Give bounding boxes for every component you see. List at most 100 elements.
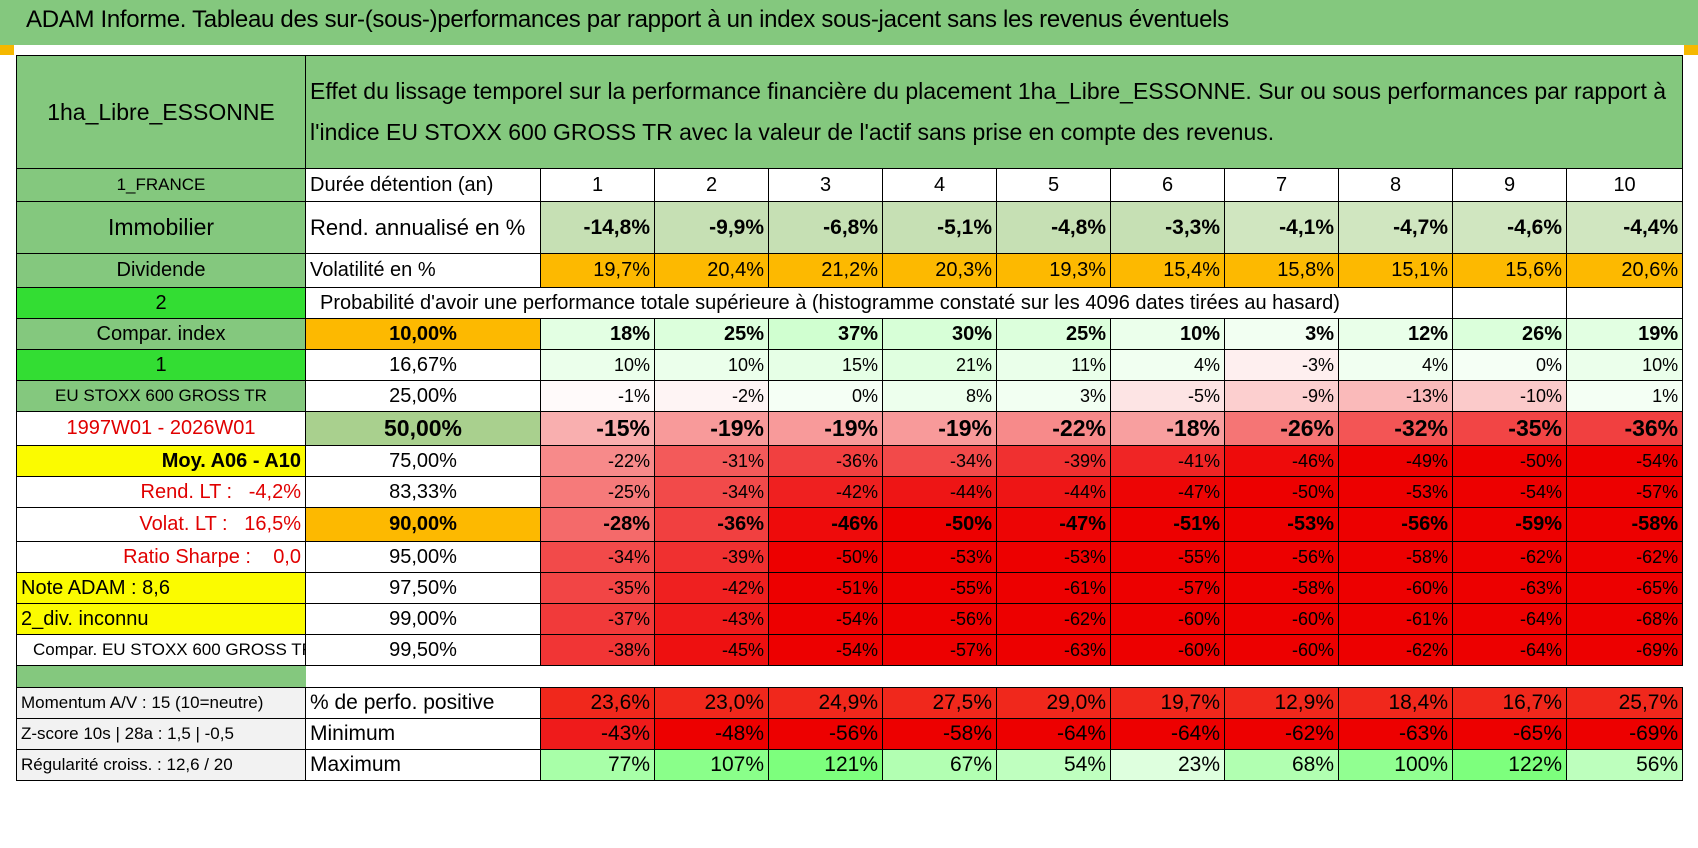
- note-cell: Note ADAM : 8,6: [16, 572, 306, 604]
- vol-value: 15,1%: [1338, 253, 1453, 288]
- rend-value: -4,6%: [1452, 201, 1567, 254]
- quantile-value: -60%: [1224, 634, 1339, 666]
- quantile-value: -34%: [654, 476, 769, 508]
- quantile-value: -60%: [1224, 603, 1339, 635]
- stat-value: 122%: [1452, 749, 1567, 781]
- quantile-level: 50,00%: [305, 411, 541, 446]
- minimum-label: Minimum: [310, 722, 396, 745]
- quantile-value: -35%: [540, 572, 655, 604]
- quantile-value: -54%: [768, 634, 883, 666]
- quantile-value: -22%: [996, 411, 1111, 446]
- quantile-value: -15%: [540, 411, 655, 446]
- quantile-value: -57%: [882, 634, 997, 666]
- quantile-level: 25,00%: [305, 380, 541, 412]
- year-header: 10: [1565, 168, 1684, 202]
- quantile-value: 4%: [1338, 349, 1453, 381]
- rend-value: -14,8%: [540, 201, 655, 254]
- quantile-value: -57%: [1110, 572, 1225, 604]
- quantile-value: 0%: [1452, 349, 1567, 381]
- stat-value: 68%: [1224, 749, 1339, 781]
- type-cell: Dividende: [16, 253, 306, 288]
- quantile-value: -50%: [768, 541, 883, 573]
- quantile-value: -46%: [768, 507, 883, 542]
- quantile-value: -62%: [1452, 541, 1567, 573]
- quantile-value: -58%: [1565, 507, 1684, 542]
- asset-name-cell: 1ha_Libre_ESSONNE: [16, 55, 306, 169]
- quantile-value: -37%: [540, 603, 655, 635]
- stat-value: 54%: [996, 749, 1111, 781]
- quantile-value: -34%: [882, 445, 997, 477]
- country-label: 1_FRANCE: [116, 175, 206, 194]
- quantile-value: -45%: [654, 634, 769, 666]
- quantile-value: -60%: [1338, 572, 1453, 604]
- quantile-value: 25%: [654, 318, 769, 350]
- regularite-cell: Régularité croiss. : 12,6 / 20: [16, 749, 306, 781]
- quantile-value: -63%: [996, 634, 1111, 666]
- quantile-value: -56%: [882, 603, 997, 635]
- quantile-value: 11%: [996, 349, 1111, 381]
- quantile-value: -46%: [1224, 445, 1339, 477]
- report-title: ADAM Informe. Tableau des sur-(sous-)per…: [26, 6, 1229, 33]
- quantile-value: 30%: [882, 318, 997, 350]
- quantile-level: 97,50%: [305, 572, 541, 604]
- quantile-value: -38%: [540, 634, 655, 666]
- quantile-value: -42%: [768, 476, 883, 508]
- rend-value: -6,8%: [768, 201, 883, 254]
- quantile-value: -25%: [540, 476, 655, 508]
- quantile-value: -26%: [1224, 411, 1339, 446]
- quantile-value: 21%: [882, 349, 997, 381]
- stat-value: -48%: [654, 718, 769, 750]
- year-header: 2: [654, 168, 769, 202]
- num2-cell: 2: [16, 287, 306, 319]
- spacer: [306, 666, 1683, 688]
- stat-value: -58%: [882, 718, 997, 750]
- positive-label-cell: % de perfo. positive: [305, 687, 541, 719]
- year-header: 8: [1338, 168, 1453, 202]
- quantile-value: -9%: [1224, 380, 1339, 412]
- quantile-value: -59%: [1452, 507, 1567, 542]
- quantile-value: -32%: [1338, 411, 1453, 446]
- quantile-value: -44%: [882, 476, 997, 508]
- year-header: 1: [540, 168, 655, 202]
- stat-value: 27,5%: [882, 687, 997, 719]
- quantile-value: 10%: [1565, 349, 1684, 381]
- div-cell: 2_div. inconnu: [16, 603, 306, 635]
- quantile-value: 1%: [1565, 380, 1684, 412]
- performance-table-frame: 1ha_Libre_ESSONNE Effet du lissage tempo…: [16, 55, 1684, 848]
- quantile-value: -61%: [1338, 603, 1453, 635]
- minimum-label-cell: Minimum: [305, 718, 541, 750]
- quantile-value: -36%: [654, 507, 769, 542]
- quantile-value: -54%: [1452, 476, 1567, 508]
- quantile-value: -64%: [1452, 634, 1567, 666]
- quantile-value: 37%: [768, 318, 883, 350]
- positive-label: % de perfo. positive: [310, 691, 495, 714]
- quantile-value: -55%: [882, 572, 997, 604]
- quantile-value: 3%: [996, 380, 1111, 412]
- quantile-value: -58%: [1338, 541, 1453, 573]
- quantile-value: -28%: [540, 507, 655, 542]
- moy-label: Moy. A06 - A10: [161, 449, 301, 472]
- stat-value: 25,7%: [1565, 687, 1684, 719]
- quantile-value: -53%: [882, 541, 997, 573]
- quantile-value: -19%: [882, 411, 997, 446]
- stat-value: 23,6%: [540, 687, 655, 719]
- stat-value: -62%: [1224, 718, 1339, 750]
- quantile-value: -62%: [1565, 541, 1684, 573]
- quantile-value: -58%: [1224, 572, 1339, 604]
- quantile-value: -34%: [540, 541, 655, 573]
- sharpe-value: 0,0: [273, 545, 301, 568]
- quantile-value: -51%: [1110, 507, 1225, 542]
- quantile-value: -53%: [1338, 476, 1453, 508]
- stat-value: 77%: [540, 749, 655, 781]
- rend-value: -4,4%: [1565, 201, 1684, 254]
- num2-label: 2: [155, 291, 167, 314]
- quantile-value: -36%: [1565, 411, 1684, 446]
- rend-value: -9,9%: [654, 201, 769, 254]
- quantile-value: -44%: [996, 476, 1111, 508]
- quantile-value: -31%: [654, 445, 769, 477]
- stat-value: -43%: [540, 718, 655, 750]
- quantile-value: 19%: [1565, 318, 1684, 350]
- stat-value: 56%: [1565, 749, 1684, 781]
- quantile-value: 26%: [1452, 318, 1567, 350]
- quantile-value: -56%: [1338, 507, 1453, 542]
